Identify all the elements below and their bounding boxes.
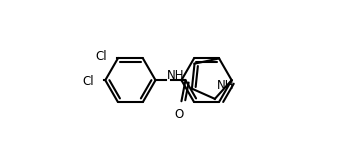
Text: Cl: Cl: [82, 75, 94, 88]
Text: O: O: [174, 108, 184, 121]
Text: Cl: Cl: [95, 50, 107, 63]
Text: NH: NH: [167, 69, 184, 82]
Text: NH: NH: [217, 79, 234, 92]
